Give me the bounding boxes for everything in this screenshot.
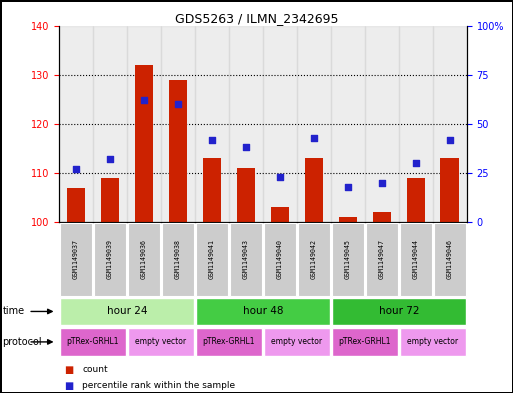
Text: GSM1149039: GSM1149039 (107, 239, 113, 279)
Bar (195, 328, 262, 356)
Bar (399, 26, 433, 222)
Bar (94, 223, 126, 296)
Point (310, 134, 318, 141)
Point (276, 174, 284, 180)
Point (72, 166, 80, 172)
Bar (195, 26, 229, 222)
Bar (134, 65, 153, 222)
Bar (331, 298, 466, 325)
Text: GSM1149042: GSM1149042 (311, 239, 317, 279)
Bar (60, 328, 126, 356)
Bar (406, 178, 425, 222)
Bar (441, 158, 459, 222)
Bar (128, 328, 194, 356)
Bar (67, 187, 85, 222)
Bar (298, 223, 330, 296)
Bar (305, 158, 323, 222)
Bar (339, 217, 357, 222)
Text: pTRex-GRHL1: pTRex-GRHL1 (339, 337, 391, 346)
Bar (127, 26, 161, 222)
Bar (230, 223, 262, 296)
Point (140, 97, 148, 103)
Bar (400, 328, 466, 356)
Bar (60, 223, 92, 296)
Text: hour 24: hour 24 (107, 306, 147, 316)
Bar (297, 26, 331, 222)
Point (412, 160, 420, 166)
Text: empty vector: empty vector (271, 337, 323, 346)
Bar (372, 212, 391, 222)
Text: GDS5263 / ILMN_2342695: GDS5263 / ILMN_2342695 (175, 12, 338, 25)
Bar (101, 178, 120, 222)
Text: GSM1149041: GSM1149041 (209, 239, 215, 279)
Bar (60, 298, 194, 325)
Bar (433, 26, 467, 222)
Bar (264, 328, 330, 356)
Text: hour 72: hour 72 (379, 306, 419, 316)
Bar (162, 223, 194, 296)
Point (208, 136, 216, 143)
Text: hour 48: hour 48 (243, 306, 283, 316)
Text: pTRex-GRHL1: pTRex-GRHL1 (67, 337, 119, 346)
Text: GSM1149036: GSM1149036 (141, 239, 147, 279)
Text: GSM1149040: GSM1149040 (277, 239, 283, 279)
Bar (331, 223, 364, 296)
Point (344, 184, 352, 190)
Point (174, 101, 182, 107)
Point (242, 144, 250, 151)
Bar (195, 298, 330, 325)
Text: ■: ■ (64, 365, 73, 375)
Text: count: count (82, 365, 108, 374)
Bar (161, 26, 195, 222)
Bar (128, 223, 160, 296)
Bar (169, 79, 187, 222)
Text: GSM1149046: GSM1149046 (447, 239, 453, 279)
Bar (433, 223, 466, 296)
Point (106, 156, 114, 162)
Point (446, 136, 454, 143)
Bar (229, 26, 263, 222)
Bar (331, 26, 365, 222)
Text: GSM1149047: GSM1149047 (379, 239, 385, 279)
Bar (264, 223, 296, 296)
Text: percentile rank within the sample: percentile rank within the sample (82, 381, 235, 390)
Point (378, 180, 386, 186)
Text: pTRex-GRHL1: pTRex-GRHL1 (203, 337, 255, 346)
Bar (59, 26, 93, 222)
Text: empty vector: empty vector (407, 337, 459, 346)
Text: GSM1149045: GSM1149045 (345, 239, 351, 279)
Bar (195, 223, 228, 296)
Text: GSM1149037: GSM1149037 (73, 239, 79, 279)
Bar (365, 26, 399, 222)
Bar (263, 26, 297, 222)
Text: GSM1149038: GSM1149038 (175, 239, 181, 279)
Bar (93, 26, 127, 222)
Bar (366, 223, 398, 296)
Text: ■: ■ (64, 380, 73, 391)
Bar (236, 168, 255, 222)
Text: time: time (3, 307, 25, 316)
Bar (400, 223, 432, 296)
Bar (331, 328, 398, 356)
Text: GSM1149044: GSM1149044 (413, 239, 419, 279)
Text: protocol: protocol (3, 337, 42, 347)
Text: GSM1149043: GSM1149043 (243, 239, 249, 279)
Text: empty vector: empty vector (135, 337, 187, 346)
Bar (270, 207, 289, 222)
Bar (203, 158, 221, 222)
